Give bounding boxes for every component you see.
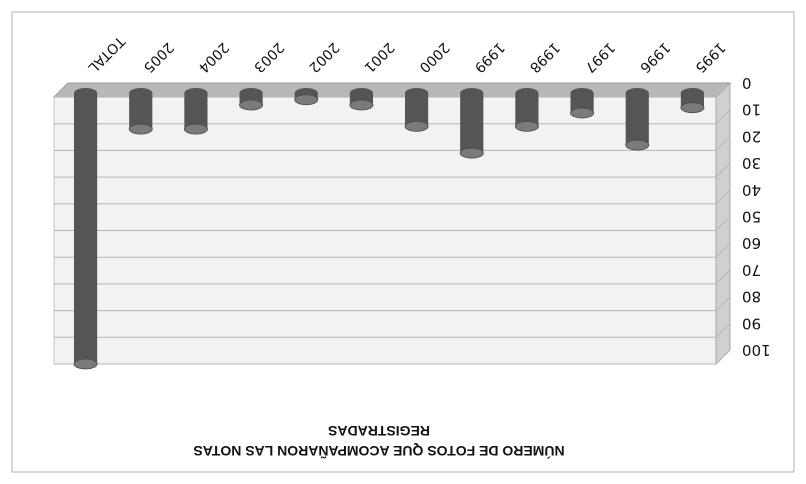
bar (680, 88, 705, 114)
bar-cap (73, 358, 98, 370)
bar (625, 88, 650, 151)
bar (239, 88, 264, 111)
bar-body (73, 93, 98, 364)
bar-cap (183, 123, 208, 135)
bar-body (625, 93, 649, 146)
bar (349, 88, 374, 111)
bar-body (184, 93, 208, 130)
bar (128, 88, 153, 135)
bar-base (349, 88, 374, 98)
bar-body (129, 93, 153, 130)
bar-cap (459, 147, 484, 159)
bar-cap (239, 99, 264, 111)
gridline-side (715, 269, 731, 285)
y-tick-label: 30 (742, 154, 761, 172)
y-tick-label: 50 (742, 208, 761, 226)
bar-base (184, 88, 208, 98)
bar-base (460, 88, 484, 98)
y-tick-label: 80 (742, 288, 761, 306)
gridline-side (715, 109, 731, 125)
bar-cap (349, 99, 374, 111)
gridline-side (715, 189, 731, 205)
chart-title: REGISTRADAS (328, 423, 430, 439)
gridline-side (715, 242, 731, 258)
y-tick-label: 10 (742, 101, 761, 119)
bar-base (129, 88, 153, 98)
bar (294, 88, 319, 106)
gridline-side (715, 136, 731, 151)
y-tick-label: 40 (742, 181, 761, 199)
y-tick-label: 0 (742, 74, 752, 92)
bar-base (515, 88, 539, 98)
y-tick-label: 90 (742, 314, 761, 332)
bar (570, 88, 595, 119)
bar-base (239, 88, 263, 98)
y-tick-label: 70 (742, 261, 761, 279)
bar-body (404, 93, 429, 127)
bar-cap (404, 120, 429, 132)
gridline-side (715, 296, 731, 311)
bar-cap (128, 123, 153, 135)
gridline-side (715, 322, 731, 338)
y-tick-label: 60 (742, 234, 761, 252)
bar (183, 88, 208, 135)
bar (404, 88, 429, 132)
bar-cap (294, 94, 319, 106)
gridline-side (715, 162, 731, 178)
bar (73, 88, 98, 370)
bar-body (570, 93, 594, 114)
bar-cap (514, 120, 539, 132)
bar-cap (680, 102, 705, 114)
bar-base (404, 88, 429, 98)
bar-body (460, 93, 484, 154)
bar-cap (570, 107, 595, 119)
bar-base (680, 88, 705, 98)
bar (459, 88, 484, 159)
bar (514, 88, 539, 132)
bar-body (515, 93, 539, 127)
chart-title: NÚMERO DE FOTOS QUE ACOMPAÑARON LAS NOTA… (193, 443, 564, 460)
y-tick-label: 20 (742, 127, 761, 145)
y-tick-label: 100 (742, 341, 771, 359)
bar-base (570, 88, 594, 98)
bar-cap (625, 139, 650, 151)
gridline-side (715, 82, 731, 98)
gridline-side (715, 349, 731, 365)
gridline-side (715, 216, 731, 231)
bar-base (625, 88, 649, 98)
bar-base (73, 88, 98, 98)
